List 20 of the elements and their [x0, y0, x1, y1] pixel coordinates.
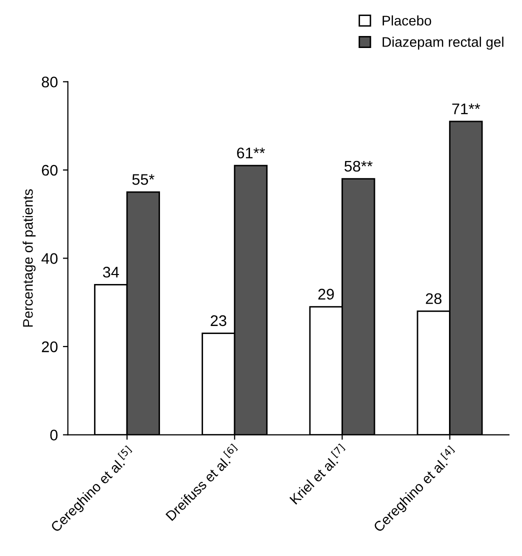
data-label: 23 [210, 315, 226, 326]
data-label: 55* [132, 174, 154, 185]
data-label: 29 [318, 288, 334, 300]
data-label: 61** [237, 148, 265, 158]
legend-label: Placebo [382, 15, 432, 26]
data-label: 28 [426, 293, 442, 304]
y-tick-label: 0 [50, 430, 58, 440]
y-axis-title: Percentage of patients [22, 189, 36, 327]
data-label: 34 [102, 266, 119, 278]
y-tick-label: 60 [42, 164, 58, 176]
x-tick-label: Dreifuss et al.$^{[6]}$ [163, 444, 241, 522]
y-tick-label: 20 [42, 341, 58, 352]
y-tick-label: 80 [42, 76, 58, 88]
y-tick-label: 40 [41, 253, 58, 264]
data-label: 71** [452, 104, 480, 114]
x-tick-label: Cereghino et al.$^{[5]}$ [48, 445, 138, 534]
x-tick-label: Kriel et al.$^{[7]}$ [287, 444, 348, 505]
legend-label: Diazepam rectal gel [382, 36, 504, 50]
x-tick-label: Cereghino et al.$^{[4]}$ [370, 445, 460, 534]
data-label: 58** [344, 160, 373, 172]
